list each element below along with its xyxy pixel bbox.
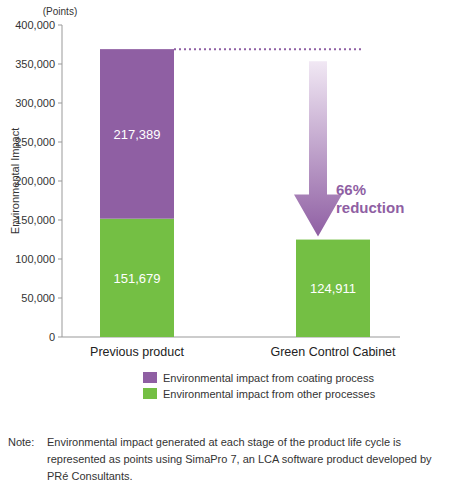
annotation: reduction bbox=[336, 199, 404, 216]
bars bbox=[100, 49, 370, 337]
y-tick-label: 300,000 bbox=[15, 97, 55, 109]
bar-segment bbox=[100, 49, 174, 219]
x-tick-label: Green Control Cabinet bbox=[270, 345, 396, 359]
data-label: 124,911 bbox=[310, 281, 356, 296]
y-tick bbox=[58, 142, 62, 143]
bar-segment bbox=[100, 219, 174, 337]
y-tick bbox=[58, 103, 62, 104]
y-tick bbox=[58, 259, 62, 260]
y-tick-label: 50,000 bbox=[21, 292, 55, 304]
legend-label: Environmental impact from coating proces… bbox=[163, 372, 374, 384]
legend-swatch bbox=[143, 388, 157, 399]
reduction-arrow bbox=[294, 61, 342, 236]
note-line: represented as points using SimaPro 7, a… bbox=[47, 453, 432, 465]
y-tick-label: 400,000 bbox=[15, 19, 55, 31]
y-tick-label: 100,000 bbox=[15, 253, 55, 265]
note-line: PRé Consultants. bbox=[47, 470, 133, 482]
bar-segment bbox=[296, 240, 370, 337]
unit-label: (Points) bbox=[43, 6, 77, 17]
note-line: Environmental impact generated at each s… bbox=[47, 436, 402, 448]
x-tick-label: Previous product bbox=[90, 345, 184, 359]
reference-line bbox=[174, 48, 361, 50]
annotation: 66% bbox=[336, 181, 366, 198]
data-label: 151,679 bbox=[114, 271, 161, 286]
y-tick-label: 150,000 bbox=[15, 214, 55, 226]
y-tick-label: 250,000 bbox=[15, 136, 55, 148]
legend-swatch bbox=[143, 372, 157, 383]
y-tick bbox=[58, 337, 62, 338]
y-tick bbox=[58, 181, 62, 182]
y-tick-label: 0 bbox=[49, 331, 55, 343]
chart: (Points)Environmental Impact050,000100,0… bbox=[0, 0, 455, 500]
note-label: Note: bbox=[8, 436, 34, 448]
y-tick bbox=[58, 298, 62, 299]
y-tick bbox=[58, 220, 62, 221]
legend-label: Environmental impact from other processe… bbox=[163, 388, 376, 400]
y-tick-label: 350,000 bbox=[15, 58, 55, 70]
y-tick-label: 200,000 bbox=[15, 175, 55, 187]
y-tick bbox=[58, 25, 62, 26]
y-tick bbox=[58, 64, 62, 65]
data-label: 217,389 bbox=[114, 127, 161, 142]
